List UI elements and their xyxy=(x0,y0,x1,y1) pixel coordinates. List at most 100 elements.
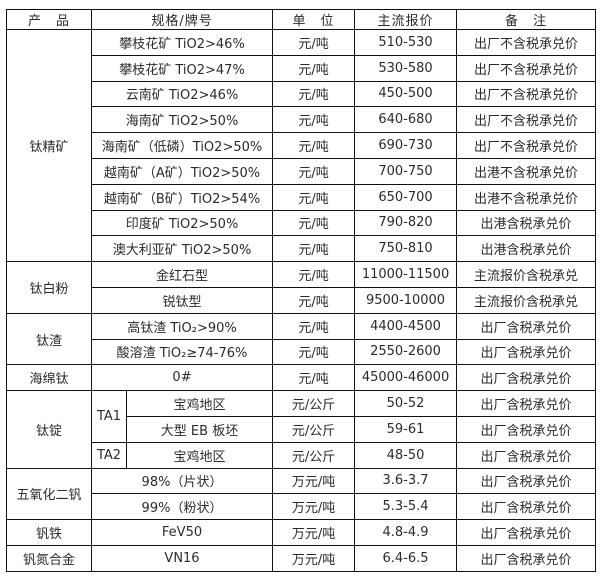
price-cell: 3.6-3.7 xyxy=(354,467,458,495)
price-cell: 690-730 xyxy=(354,132,458,159)
price-cell: 11000-11500 xyxy=(354,261,458,288)
spec-cell: 云南矿 TiO2>46% xyxy=(90,80,274,108)
header-price: 主流报价 xyxy=(354,9,458,30)
note-cell: 出厂不含税承兑价 xyxy=(456,106,597,134)
header-unit: 单 位 xyxy=(272,9,356,30)
product-cell: 钛白粉 xyxy=(6,261,92,314)
spec-cell: 高钛渣 TiO₂>90% xyxy=(90,312,274,340)
table-row: TA2 宝鸡地区 元/公斤 48-50 出厂含税承兑价 xyxy=(7,441,597,469)
spec-cell: 0# xyxy=(90,364,274,392)
unit-cell: 元/吨 xyxy=(272,338,356,366)
note-cell: 出港含税承兑价 xyxy=(456,235,597,263)
table-row: 钛精矿 攀枝花矿 TiO2>46% 元/吨 510-530 出厂不含税承兑价 xyxy=(6,28,597,263)
header-row: 产 品 规格/牌号 单 位 主流报价 备 注 xyxy=(6,9,597,30)
table-row: 钒氮合金 VN16 万元/吨 6.4-6.5 出厂含税承兑价 xyxy=(6,544,597,573)
table-row: 钛渣 高钛渣 TiO₂>90% 元/吨 4400-4500 出厂含税承兑价 xyxy=(6,312,597,366)
price-cell: 790-820 xyxy=(354,209,458,237)
product-price-table: 产 品 规格/牌号 单 位 主流报价 备 注 钛精矿 攀枝花矿 TiO2>46% 元… xyxy=(6,9,597,573)
spec-cell: 98%（片状） xyxy=(90,467,274,495)
note-cell: 出厂不含税承兑价 xyxy=(456,80,597,108)
table-row: 印度矿 TiO2>50% 元/吨 790-820 出港含税承兑价 xyxy=(7,209,597,237)
note-cell: 出厂不含税承兑价 xyxy=(456,29,597,56)
spec-cell: 澳大利亚矿 TiO2>50% xyxy=(90,235,274,263)
unit-cell: 元/公斤 xyxy=(272,415,356,443)
unit-cell: 元/吨 xyxy=(272,54,356,82)
spec-cell: 宝鸡地区 xyxy=(125,390,274,417)
header-spec: 规格/牌号 xyxy=(90,9,274,30)
note-cell: 出厂含税承兑价 xyxy=(456,441,597,469)
note-cell: 出厂含税承兑价 xyxy=(456,544,597,573)
note-cell: 出厂不含税承兑价 xyxy=(456,132,597,159)
spec-cell: FeV50 xyxy=(90,519,274,546)
table-row: 钒铁 FeV50 万元/吨 4.8-4.9 出厂含税承兑价 xyxy=(6,519,597,546)
unit-cell: 万元/吨 xyxy=(272,493,356,521)
spec-cell: 大型 EB 板坯 xyxy=(125,415,274,443)
unit-cell: 元/公斤 xyxy=(272,390,356,417)
grade-cell: TA2 xyxy=(91,441,127,469)
price-cell: 9500-10000 xyxy=(354,286,458,314)
note-cell: 出厂含税承兑价 xyxy=(456,312,597,340)
spec-cell: 酸溶渣 TiO₂≥74-76% xyxy=(90,338,274,366)
note-cell: 出厂含税承兑价 xyxy=(456,467,597,495)
table-row: 锐钛型 元/吨 9500-10000 主流报价含税承兑 xyxy=(7,286,597,314)
spec-cell: 锐钛型 xyxy=(90,286,274,314)
unit-cell: 元/吨 xyxy=(272,183,356,211)
price-cell: 4400-4500 xyxy=(354,312,458,340)
price-cell: 2550-2600 xyxy=(354,338,458,366)
price-cell: 59-61 xyxy=(354,415,458,443)
price-cell: 4.8-4.9 xyxy=(354,519,458,546)
spec-cell: 海南矿（低磷）TiO2>50% xyxy=(90,132,274,159)
table-row: 大型 EB 板坯 元/公斤 59-61 出厂含税承兑价 xyxy=(7,415,597,443)
note-cell: 主流报价含税承兑 xyxy=(456,286,597,314)
table-row: 海南矿（低磷）TiO2>50% 元/吨 690-730 出厂不含税承兑价 xyxy=(7,132,597,159)
unit-cell: 元/吨 xyxy=(272,106,356,134)
note-cell: 出厂含税承兑价 xyxy=(456,364,597,392)
price-cell: 6.4-6.5 xyxy=(354,544,458,573)
note-cell: 出港含税承兑价 xyxy=(456,209,597,237)
price-cell: 700-750 xyxy=(354,157,458,185)
price-cell: 510-530 xyxy=(354,29,458,56)
table-row: 越南矿（A矿）TiO2>50% 元/吨 700-750 出港不含税承兑价 xyxy=(7,157,597,185)
table-row: 钛白粉 金红石型 元/吨 11000-11500 主流报价含税承兑 xyxy=(6,261,597,314)
product-cell: 钛精矿 xyxy=(6,28,92,263)
spec-cell: 攀枝花矿 TiO2>47% xyxy=(90,54,274,82)
unit-cell: 元/吨 xyxy=(272,29,356,56)
unit-cell: 万元/吨 xyxy=(272,544,356,573)
table-row: 攀枝花矿 TiO2>47% 元/吨 530-580 出厂不含税承兑价 xyxy=(7,54,597,82)
note-cell: 出港不含税承兑价 xyxy=(456,183,597,211)
unit-cell: 万元/吨 xyxy=(272,467,356,495)
table-row: 海南矿 TiO2>50% 元/吨 640-680 出厂不含税承兑价 xyxy=(7,106,597,134)
product-cell: 钛渣 xyxy=(6,312,92,366)
table-row: 五氧化二钒 98%（片状） 万元/吨 3.6-3.7 出厂含税承兑价 xyxy=(6,467,597,521)
spec-cell: VN16 xyxy=(90,544,274,573)
table-row: 澳大利亚矿 TiO2>50% 元/吨 750-810 出港含税承兑价 xyxy=(7,235,597,263)
price-cell: 650-700 xyxy=(354,183,458,211)
unit-cell: 元/吨 xyxy=(272,235,356,263)
spec-cell: 99%（粉状） xyxy=(90,493,274,521)
unit-cell: 元/吨 xyxy=(272,209,356,237)
unit-cell: 元/吨 xyxy=(272,157,356,185)
price-cell: 45000-46000 xyxy=(354,364,458,392)
product-cell: 钒氮合金 xyxy=(6,544,92,573)
note-cell: 出厂不含税承兑价 xyxy=(456,54,597,82)
spec-cell: 金红石型 xyxy=(90,261,274,288)
spec-cell: 海南矿 TiO2>50% xyxy=(90,106,274,134)
price-cell: 48-50 xyxy=(354,441,458,469)
header-note: 备 注 xyxy=(456,9,597,30)
note-cell: 出港不含税承兑价 xyxy=(456,157,597,185)
product-cell: 海绵钛 xyxy=(6,364,92,392)
grade-cell: TA1 xyxy=(91,390,127,443)
unit-cell: 元/吨 xyxy=(272,364,356,392)
note-cell: 出厂含税承兑价 xyxy=(456,493,597,521)
price-cell: 50-52 xyxy=(354,390,458,417)
table-row: 越南矿（B矿）TiO2>54% 元/吨 650-700 出港不含税承兑价 xyxy=(7,183,597,211)
spec-cell: 宝鸡地区 xyxy=(125,441,274,469)
price-cell: 530-580 xyxy=(354,54,458,82)
price-cell: 450-500 xyxy=(354,80,458,108)
table-row: 酸溶渣 TiO₂≥74-76% 元/吨 2550-2600 出厂含税承兑价 xyxy=(7,338,597,366)
price-cell: 640-680 xyxy=(354,106,458,134)
unit-cell: 元/吨 xyxy=(272,261,356,288)
product-cell: 钛锭 xyxy=(6,390,92,469)
product-cell: 五氧化二钒 xyxy=(6,467,92,521)
table-row: 海绵钛 0# 元/吨 45000-46000 出厂含税承兑价 xyxy=(6,364,597,392)
